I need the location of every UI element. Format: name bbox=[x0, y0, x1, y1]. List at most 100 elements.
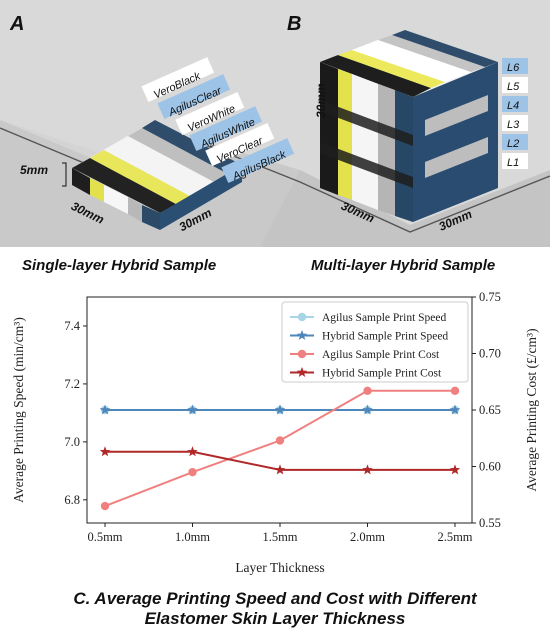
top-illustration: A B VeroBlack AgilusClear VeroWhite bbox=[0, 0, 550, 247]
left-y-tick-label: 7.0 bbox=[64, 435, 80, 449]
cube-top-white bbox=[352, 40, 471, 82]
stripe-clear bbox=[128, 128, 228, 182]
layer-tags: L6 L5 L4 L3 L2 L1 bbox=[502, 58, 528, 169]
tag-verowhite-bg bbox=[175, 91, 245, 136]
height-bracket bbox=[62, 162, 67, 187]
legend-items: Agilus Sample Print Speed Hybrid Sample P… bbox=[290, 312, 448, 380]
chart-panel-c: 0.5mm 1.0mm 1.5mm 2.0mm 2.5mm 6.8 7.0 7.2 7.4 0… bbox=[11, 290, 539, 575]
right-y-tick-label: 0.65 bbox=[479, 403, 501, 417]
stripe-black bbox=[72, 158, 176, 213]
legend-label: Hybrid Sample Print Cost bbox=[322, 368, 442, 380]
right-y-tick-label: 0.75 bbox=[479, 290, 501, 304]
tag-agilusblack-bg bbox=[221, 138, 295, 183]
data-point bbox=[187, 404, 198, 415]
legend-marker bbox=[296, 330, 308, 340]
stripe-white bbox=[104, 136, 214, 196]
cube-top-clear bbox=[378, 35, 485, 72]
data-point bbox=[188, 467, 197, 477]
legend-label: Agilus Sample Print Cost bbox=[322, 349, 440, 361]
data-point bbox=[100, 501, 110, 511]
data-point bbox=[187, 446, 198, 457]
series-4 bbox=[99, 446, 461, 475]
data-point bbox=[362, 404, 373, 415]
data-point bbox=[274, 464, 286, 475]
sample-a-side bbox=[160, 165, 242, 230]
cube-band-2 bbox=[320, 142, 413, 188]
left-y-tick-label: 7.4 bbox=[64, 319, 80, 333]
panel-c-caption-line1: C. Average Printing Speed and Cost with … bbox=[73, 589, 478, 608]
legend-label: Hybrid Sample Print Speed bbox=[322, 331, 448, 343]
legend-label: Agilus Sample Print Speed bbox=[322, 312, 447, 324]
stripe-yellow bbox=[90, 150, 190, 204]
tag-aguliswhite-bg bbox=[189, 106, 263, 151]
left-y-axis: 6.8 7.0 7.2 7.4 bbox=[64, 319, 87, 507]
front-dark bbox=[142, 205, 160, 230]
tag-l3: L3 bbox=[507, 119, 520, 131]
right-y-tick-label: 0.60 bbox=[479, 460, 501, 474]
x-axis-label: Layer Thickness bbox=[235, 560, 324, 575]
cube-side-light-1 bbox=[425, 95, 488, 136]
legend-marker bbox=[296, 367, 308, 377]
cube-side-light-2 bbox=[425, 137, 488, 178]
data-point bbox=[363, 386, 372, 395]
front-clear bbox=[128, 197, 142, 222]
left-y-tick-label: 7.2 bbox=[64, 377, 80, 391]
panel-a-caption: Single-layer Hybrid Sample bbox=[22, 257, 216, 274]
left-y-axis-label: Average Printing Speed (min/cm³) bbox=[11, 317, 26, 503]
data-point bbox=[449, 404, 461, 415]
x-axis: 0.5mm 1.0mm 1.5mm 2.0mm 2.5mm bbox=[87, 523, 473, 544]
tag-l2: L2 bbox=[507, 138, 519, 150]
tag-l3-bg bbox=[502, 115, 528, 131]
data-point bbox=[449, 464, 461, 475]
legend-item: Hybrid Sample Print Speed bbox=[290, 330, 448, 343]
legend-item: Agilus Sample Print Cost bbox=[290, 349, 440, 361]
legend-marker bbox=[297, 312, 307, 322]
left-y-tick-label: 6.8 bbox=[64, 493, 80, 507]
tag-veroblack-bg bbox=[141, 57, 215, 102]
panel-a-letter: A bbox=[9, 13, 24, 35]
panel-a-height-dim: 5mm bbox=[20, 163, 48, 177]
x-tick-label: 2.0mm bbox=[350, 530, 385, 544]
series-2 bbox=[99, 404, 461, 415]
cube-top-black bbox=[320, 55, 431, 97]
panel-b-letter: B bbox=[287, 13, 301, 35]
series-3 bbox=[100, 386, 460, 511]
data-point bbox=[274, 404, 286, 415]
legend-marker bbox=[297, 349, 307, 359]
front-black bbox=[72, 168, 90, 195]
cube-top-dark bbox=[392, 30, 498, 67]
legend: Agilus Sample Print Speed Hybrid Sample P… bbox=[281, 301, 469, 383]
data-point bbox=[362, 464, 373, 475]
cube-front-clear bbox=[378, 84, 395, 216]
tag-veroclear-bg bbox=[205, 122, 275, 167]
right-y-axis-label: Average Printing Cost (£/cm³) bbox=[524, 328, 539, 491]
cube-front-yellow bbox=[338, 69, 352, 200]
tag-l5: L5 bbox=[507, 81, 520, 93]
legend-item: Agilus Sample Print Speed bbox=[290, 312, 447, 324]
cube-band-1 bbox=[320, 100, 413, 146]
tag-l6: L6 bbox=[507, 62, 520, 74]
legend-item: Hybrid Sample Print Cost bbox=[290, 367, 442, 380]
tag-l4-bg bbox=[502, 96, 528, 112]
data-point bbox=[275, 436, 285, 445]
series-layer bbox=[99, 386, 461, 511]
cube-front-white bbox=[352, 74, 378, 210]
right-y-tick-label: 0.70 bbox=[479, 347, 501, 361]
tag-agilusclear-bg bbox=[157, 74, 231, 119]
cube-front-dark bbox=[395, 90, 413, 222]
tag-l1-bg bbox=[502, 153, 528, 169]
tag-l6-bg bbox=[502, 58, 528, 74]
x-tick-label: 1.0mm bbox=[175, 530, 210, 544]
panel-b-caption: Multi-layer Hybrid Sample bbox=[311, 257, 495, 274]
front-white bbox=[104, 185, 128, 214]
tag-l4: L4 bbox=[507, 100, 519, 112]
x-tick-label: 1.5mm bbox=[262, 530, 297, 544]
tag-l1: L1 bbox=[507, 157, 519, 169]
panel-c-caption-line2: Elastomer Skin Layer Thickness bbox=[145, 609, 406, 628]
tag-l2-bg bbox=[502, 134, 528, 150]
x-tick-label: 0.5mm bbox=[87, 530, 122, 544]
right-y-tick-label: 0.55 bbox=[479, 516, 501, 530]
tag-l5-bg bbox=[502, 77, 528, 93]
data-point bbox=[99, 404, 111, 415]
